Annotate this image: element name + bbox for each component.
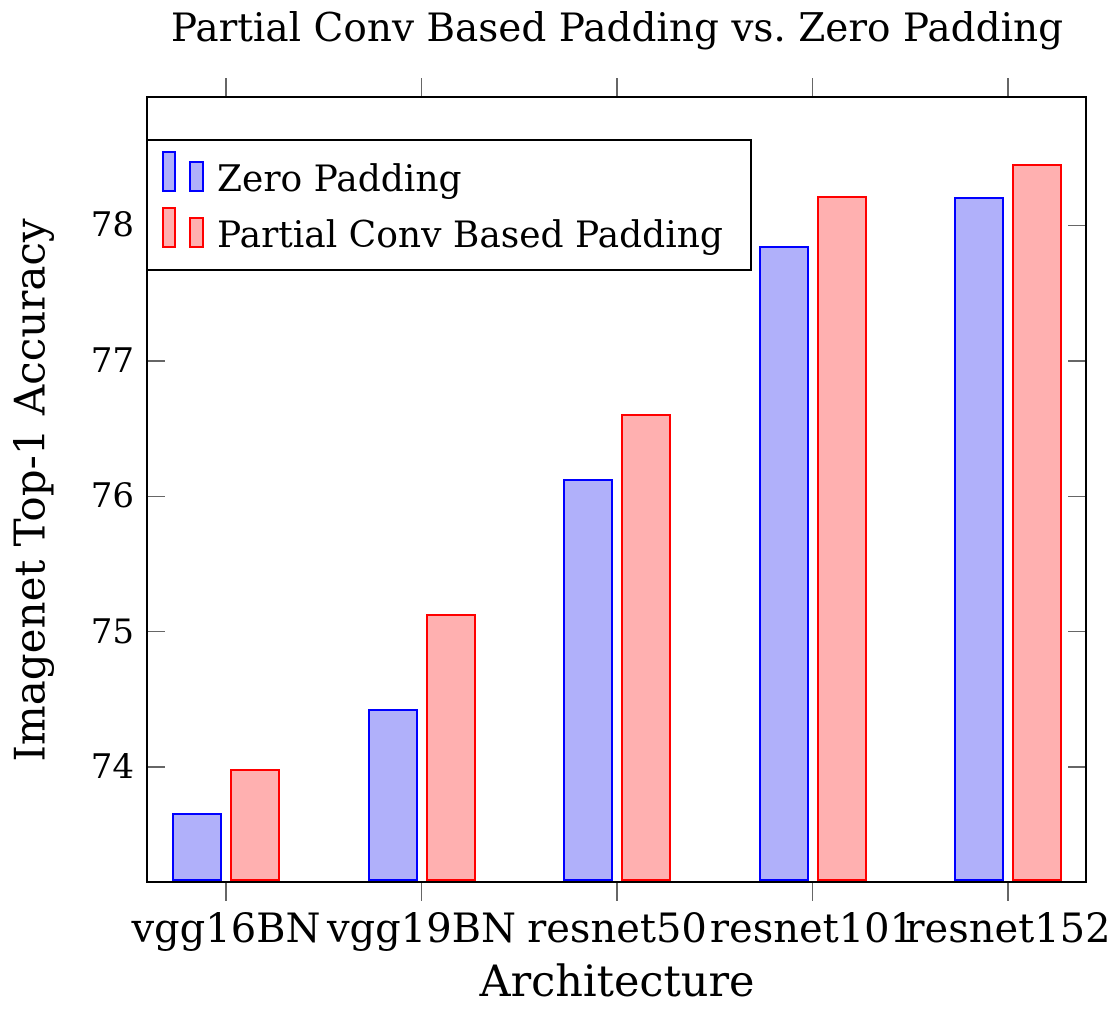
x-tick-label-resnet152: resnet152 xyxy=(905,906,1111,952)
bar-zero-padding-vgg16BN xyxy=(172,813,222,881)
x-tick-label-resnet50: resnet50 xyxy=(527,906,707,952)
legend-swatch-zero-padding xyxy=(189,161,204,192)
legend-swatch-partial-conv-based-padding xyxy=(162,207,176,248)
y-tick-label-76: 76 xyxy=(90,476,134,517)
x-tick-label-vgg16bn: vgg16BN xyxy=(131,906,321,952)
x-tick-bottom-vgg16bn xyxy=(225,883,227,901)
legend-bar-marker-icon xyxy=(162,207,204,248)
bar-partial-conv-based-padding-resnet152 xyxy=(1012,164,1062,881)
x-tick-bottom-vgg19bn xyxy=(420,883,423,901)
x-tick-top-vgg16bn xyxy=(225,78,227,96)
x-axis-label: Architecture xyxy=(479,957,755,1007)
legend-row-partial-conv-based-padding: Partial Conv Based Padding xyxy=(162,206,750,254)
y-tick-left-75 xyxy=(148,630,165,633)
bar-partial-conv-based-padding-resnet101 xyxy=(816,195,867,881)
legend: Zero Padding Partial Conv Based Padding xyxy=(146,139,752,271)
legend-label-zero-padding: Zero Padding xyxy=(217,159,462,200)
y-tick-right-76 xyxy=(1068,495,1085,498)
y-tick-left-77 xyxy=(148,360,165,362)
bar-zero-padding-resnet50 xyxy=(563,478,613,881)
x-tick-top-resnet101 xyxy=(811,78,814,96)
y-tick-label-78: 78 xyxy=(90,205,134,246)
bar-partial-conv-based-padding-resnet50 xyxy=(621,413,671,881)
x-tick-label-resnet101: resnet101 xyxy=(709,906,916,952)
bar-zero-padding-resnet101 xyxy=(758,245,809,881)
bar-partial-conv-based-padding-vgg16BN xyxy=(230,768,280,881)
y-tick-label-77: 77 xyxy=(90,340,134,381)
x-tick-bottom-resnet101 xyxy=(811,883,814,901)
legend-swatch-partial-conv-based-padding xyxy=(189,217,204,248)
x-tick-bottom-resnet50 xyxy=(616,883,618,901)
x-tick-top-vgg19bn xyxy=(420,78,423,96)
y-tick-right-77 xyxy=(1068,360,1085,362)
x-tick-bottom-resnet152 xyxy=(1007,883,1009,901)
y-tick-label-74: 74 xyxy=(90,747,134,788)
legend-row-zero-padding: Zero Padding xyxy=(162,151,750,198)
bar-zero-padding-resnet152 xyxy=(954,196,1004,881)
chart-title: Partial Conv Based Padding vs. Zero Padd… xyxy=(170,6,1064,51)
y-tick-left-76 xyxy=(148,495,165,498)
legend-label-partial-conv-based-padding: Partial Conv Based Padding xyxy=(217,215,723,256)
legend-swatch-zero-padding xyxy=(162,151,176,192)
bar-partial-conv-based-padding-vgg19BN xyxy=(425,614,476,881)
x-tick-top-resnet152 xyxy=(1007,78,1009,96)
y-tick-right-74 xyxy=(1068,766,1085,768)
bar-zero-padding-vgg19BN xyxy=(367,709,418,881)
plot-area: Zero Padding Partial Conv Based Padding xyxy=(146,96,1087,883)
y-tick-right-75 xyxy=(1068,630,1085,633)
legend-bar-marker-icon xyxy=(162,151,204,192)
y-tick-right-78 xyxy=(1068,224,1085,227)
y-tick-left-74 xyxy=(148,766,165,768)
x-tick-label-vgg19bn: vgg19BN xyxy=(326,906,517,952)
y-tick-label-75: 75 xyxy=(90,611,134,652)
x-tick-top-resnet50 xyxy=(616,78,618,96)
